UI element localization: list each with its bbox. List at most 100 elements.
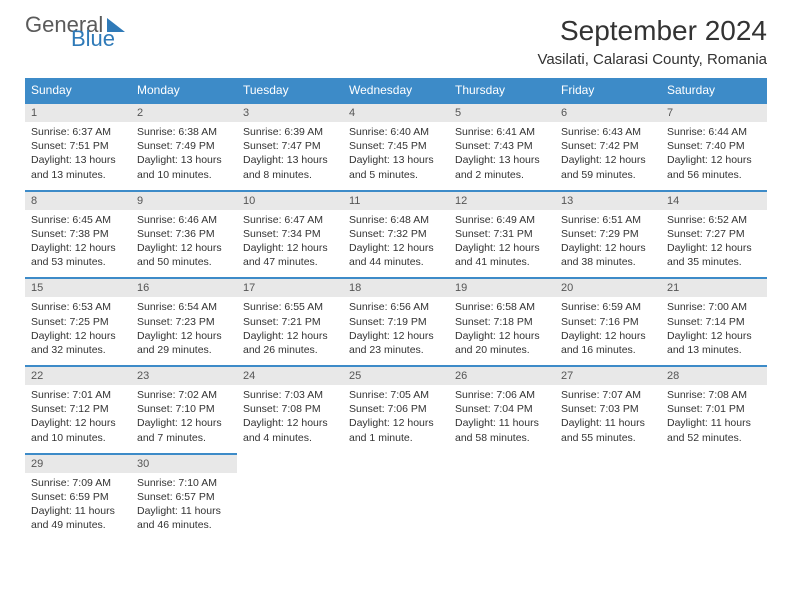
day-sr: Sunrise: 6:46 AM	[137, 213, 231, 227]
day-ss: Sunset: 7:18 PM	[455, 315, 549, 329]
day-data: Sunrise: 7:01 AMSunset: 7:12 PMDaylight:…	[25, 385, 131, 453]
day-sr: Sunrise: 6:55 AM	[243, 300, 337, 314]
day-number: 18	[343, 279, 449, 297]
calendar-body: 1Sunrise: 6:37 AMSunset: 7:51 PMDaylight…	[25, 103, 767, 540]
day-cell	[449, 454, 555, 541]
day-sr: Sunrise: 6:48 AM	[349, 213, 443, 227]
day-data: Sunrise: 7:00 AMSunset: 7:14 PMDaylight:…	[661, 297, 767, 365]
day-cell: 30Sunrise: 7:10 AMSunset: 6:57 PMDayligh…	[131, 454, 237, 541]
day-cell: 8Sunrise: 6:45 AMSunset: 7:38 PMDaylight…	[25, 191, 131, 279]
day-ss: Sunset: 7:45 PM	[349, 139, 443, 153]
day-ss: Sunset: 7:29 PM	[561, 227, 655, 241]
day-dl: Daylight: 12 hours and 23 minutes.	[349, 329, 443, 357]
day-dl: Daylight: 12 hours and 50 minutes.	[137, 241, 231, 269]
day-ss: Sunset: 7:23 PM	[137, 315, 231, 329]
day-header-tuesday: Tuesday	[237, 78, 343, 103]
day-sr: Sunrise: 7:08 AM	[667, 388, 761, 402]
day-data: Sunrise: 6:46 AMSunset: 7:36 PMDaylight:…	[131, 210, 237, 278]
day-header-saturday: Saturday	[661, 78, 767, 103]
day-cell: 3Sunrise: 6:39 AMSunset: 7:47 PMDaylight…	[237, 103, 343, 191]
day-header-wednesday: Wednesday	[343, 78, 449, 103]
day-sr: Sunrise: 7:00 AM	[667, 300, 761, 314]
day-number: 3	[237, 104, 343, 122]
day-cell	[661, 454, 767, 541]
day-sr: Sunrise: 6:38 AM	[137, 125, 231, 139]
day-header-friday: Friday	[555, 78, 661, 103]
day-data: Sunrise: 6:43 AMSunset: 7:42 PMDaylight:…	[555, 122, 661, 190]
logo: General Blue	[25, 15, 125, 49]
week-row: 1Sunrise: 6:37 AMSunset: 7:51 PMDaylight…	[25, 103, 767, 191]
day-data: Sunrise: 6:53 AMSunset: 7:25 PMDaylight:…	[25, 297, 131, 365]
day-number: 24	[237, 367, 343, 385]
day-data: Sunrise: 6:40 AMSunset: 7:45 PMDaylight:…	[343, 122, 449, 190]
day-number: 6	[555, 104, 661, 122]
day-header-monday: Monday	[131, 78, 237, 103]
day-cell: 19Sunrise: 6:58 AMSunset: 7:18 PMDayligh…	[449, 278, 555, 366]
day-sr: Sunrise: 6:47 AM	[243, 213, 337, 227]
day-ss: Sunset: 7:34 PM	[243, 227, 337, 241]
day-sr: Sunrise: 7:03 AM	[243, 388, 337, 402]
day-data: Sunrise: 6:49 AMSunset: 7:31 PMDaylight:…	[449, 210, 555, 278]
day-cell: 6Sunrise: 6:43 AMSunset: 7:42 PMDaylight…	[555, 103, 661, 191]
day-ss: Sunset: 7:19 PM	[349, 315, 443, 329]
day-number: 14	[661, 192, 767, 210]
day-data: Sunrise: 6:39 AMSunset: 7:47 PMDaylight:…	[237, 122, 343, 190]
day-number: 12	[449, 192, 555, 210]
month-title: September 2024	[537, 15, 767, 47]
day-data: Sunrise: 7:07 AMSunset: 7:03 PMDaylight:…	[555, 385, 661, 453]
day-cell: 21Sunrise: 7:00 AMSunset: 7:14 PMDayligh…	[661, 278, 767, 366]
calendar-head: SundayMondayTuesdayWednesdayThursdayFrid…	[25, 78, 767, 103]
day-data: Sunrise: 6:48 AMSunset: 7:32 PMDaylight:…	[343, 210, 449, 278]
day-dl: Daylight: 12 hours and 56 minutes.	[667, 153, 761, 181]
day-sr: Sunrise: 7:09 AM	[31, 476, 125, 490]
day-sr: Sunrise: 6:44 AM	[667, 125, 761, 139]
day-cell: 5Sunrise: 6:41 AMSunset: 7:43 PMDaylight…	[449, 103, 555, 191]
day-sr: Sunrise: 6:59 AM	[561, 300, 655, 314]
day-ss: Sunset: 7:04 PM	[455, 402, 549, 416]
day-number: 17	[237, 279, 343, 297]
day-dl: Daylight: 11 hours and 52 minutes.	[667, 416, 761, 444]
day-data: Sunrise: 6:59 AMSunset: 7:16 PMDaylight:…	[555, 297, 661, 365]
day-cell: 11Sunrise: 6:48 AMSunset: 7:32 PMDayligh…	[343, 191, 449, 279]
day-cell: 22Sunrise: 7:01 AMSunset: 7:12 PMDayligh…	[25, 366, 131, 454]
day-cell: 16Sunrise: 6:54 AMSunset: 7:23 PMDayligh…	[131, 278, 237, 366]
day-dl: Daylight: 13 hours and 2 minutes.	[455, 153, 549, 181]
day-data: Sunrise: 6:51 AMSunset: 7:29 PMDaylight:…	[555, 210, 661, 278]
day-sr: Sunrise: 7:07 AM	[561, 388, 655, 402]
day-dl: Daylight: 12 hours and 4 minutes.	[243, 416, 337, 444]
day-sr: Sunrise: 6:53 AM	[31, 300, 125, 314]
week-row: 22Sunrise: 7:01 AMSunset: 7:12 PMDayligh…	[25, 366, 767, 454]
day-header-thursday: Thursday	[449, 78, 555, 103]
day-number: 10	[237, 192, 343, 210]
day-dl: Daylight: 12 hours and 10 minutes.	[31, 416, 125, 444]
day-dl: Daylight: 13 hours and 10 minutes.	[137, 153, 231, 181]
day-ss: Sunset: 7:10 PM	[137, 402, 231, 416]
day-dl: Daylight: 12 hours and 47 minutes.	[243, 241, 337, 269]
day-ss: Sunset: 7:21 PM	[243, 315, 337, 329]
day-cell: 29Sunrise: 7:09 AMSunset: 6:59 PMDayligh…	[25, 454, 131, 541]
day-ss: Sunset: 7:31 PM	[455, 227, 549, 241]
day-dl: Daylight: 12 hours and 32 minutes.	[31, 329, 125, 357]
day-data: Sunrise: 6:45 AMSunset: 7:38 PMDaylight:…	[25, 210, 131, 278]
day-sr: Sunrise: 6:43 AM	[561, 125, 655, 139]
day-sr: Sunrise: 6:41 AM	[455, 125, 549, 139]
day-cell: 4Sunrise: 6:40 AMSunset: 7:45 PMDaylight…	[343, 103, 449, 191]
day-cell	[555, 454, 661, 541]
day-cell: 2Sunrise: 6:38 AMSunset: 7:49 PMDaylight…	[131, 103, 237, 191]
day-dl: Daylight: 12 hours and 59 minutes.	[561, 153, 655, 181]
day-number: 30	[131, 455, 237, 473]
day-sr: Sunrise: 6:40 AM	[349, 125, 443, 139]
day-sr: Sunrise: 6:51 AM	[561, 213, 655, 227]
day-number: 8	[25, 192, 131, 210]
day-sr: Sunrise: 7:10 AM	[137, 476, 231, 490]
day-data: Sunrise: 6:58 AMSunset: 7:18 PMDaylight:…	[449, 297, 555, 365]
day-dl: Daylight: 12 hours and 35 minutes.	[667, 241, 761, 269]
day-cell	[237, 454, 343, 541]
title-block: September 2024 Vasilati, Calarasi County…	[537, 15, 767, 68]
day-number: 9	[131, 192, 237, 210]
day-cell: 9Sunrise: 6:46 AMSunset: 7:36 PMDaylight…	[131, 191, 237, 279]
day-number: 20	[555, 279, 661, 297]
day-dl: Daylight: 12 hours and 13 minutes.	[667, 329, 761, 357]
day-sr: Sunrise: 6:54 AM	[137, 300, 231, 314]
day-ss: Sunset: 7:16 PM	[561, 315, 655, 329]
